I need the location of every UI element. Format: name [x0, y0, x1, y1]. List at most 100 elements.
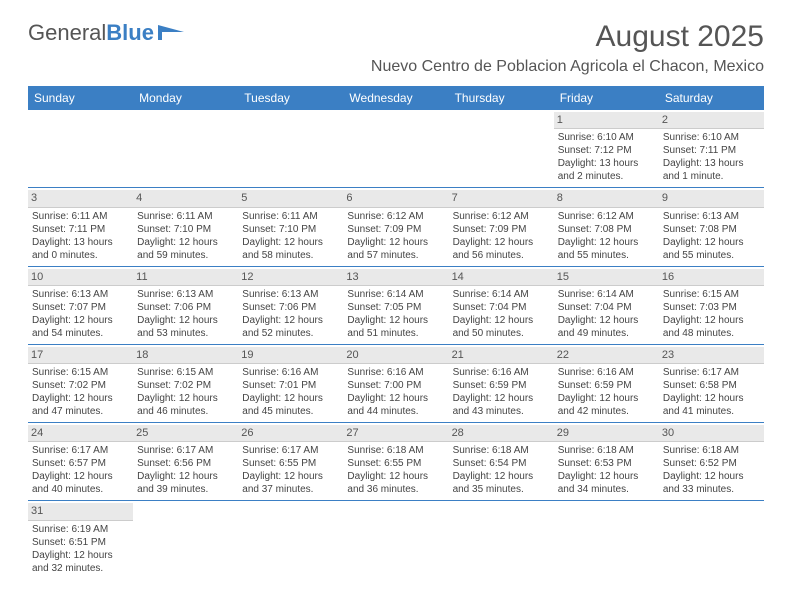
sunrise-text: Sunrise: 6:13 AM [137, 288, 234, 301]
day-number: 7 [449, 190, 554, 207]
day-number: 2 [659, 112, 764, 129]
sunrise-text: Sunrise: 6:10 AM [663, 131, 760, 144]
day-cell: 13Sunrise: 6:14 AMSunset: 7:05 PMDayligh… [343, 267, 448, 344]
empty-cell [28, 110, 133, 187]
week-row: 3Sunrise: 6:11 AMSunset: 7:11 PMDaylight… [28, 188, 764, 266]
daylight-text: Daylight: 12 hours [32, 314, 129, 327]
day-cell: 28Sunrise: 6:18 AMSunset: 6:54 PMDayligh… [449, 423, 554, 500]
day-cell: 22Sunrise: 6:16 AMSunset: 6:59 PMDayligh… [554, 345, 659, 422]
daylight-text: and 59 minutes. [137, 249, 234, 262]
sunset-text: Sunset: 7:12 PM [558, 144, 655, 157]
sunrise-text: Sunrise: 6:17 AM [32, 444, 129, 457]
daylight-text: and 35 minutes. [453, 483, 550, 496]
day-cell: 7Sunrise: 6:12 AMSunset: 7:09 PMDaylight… [449, 188, 554, 265]
sunset-text: Sunset: 7:11 PM [663, 144, 760, 157]
day-number: 14 [449, 269, 554, 286]
empty-cell [449, 501, 554, 578]
sunset-text: Sunset: 7:06 PM [242, 301, 339, 314]
sunset-text: Sunset: 6:55 PM [347, 457, 444, 470]
day-cell: 3Sunrise: 6:11 AMSunset: 7:11 PMDaylight… [28, 188, 133, 265]
day-cell: 23Sunrise: 6:17 AMSunset: 6:58 PMDayligh… [659, 345, 764, 422]
day-cell: 29Sunrise: 6:18 AMSunset: 6:53 PMDayligh… [554, 423, 659, 500]
title-block: August 2025 Nuevo Centro de Poblacion Ag… [371, 20, 764, 76]
day-header: Saturday [659, 86, 764, 110]
sunset-text: Sunset: 6:58 PM [663, 379, 760, 392]
daylight-text: and 44 minutes. [347, 405, 444, 418]
sunrise-text: Sunrise: 6:18 AM [347, 444, 444, 457]
sunset-text: Sunset: 7:10 PM [137, 223, 234, 236]
sunrise-text: Sunrise: 6:13 AM [242, 288, 339, 301]
day-number: 22 [554, 347, 659, 364]
sunrise-text: Sunrise: 6:14 AM [453, 288, 550, 301]
sunrise-text: Sunrise: 6:12 AM [347, 210, 444, 223]
sunrise-text: Sunrise: 6:18 AM [558, 444, 655, 457]
sunrise-text: Sunrise: 6:10 AM [558, 131, 655, 144]
sunset-text: Sunset: 7:01 PM [242, 379, 339, 392]
daylight-text: Daylight: 12 hours [347, 392, 444, 405]
daylight-text: Daylight: 12 hours [32, 549, 129, 562]
day-number: 12 [238, 269, 343, 286]
day-cell: 30Sunrise: 6:18 AMSunset: 6:52 PMDayligh… [659, 423, 764, 500]
week-row: 31Sunrise: 6:19 AMSunset: 6:51 PMDayligh… [28, 501, 764, 578]
day-header: Sunday [28, 86, 133, 110]
day-cell: 16Sunrise: 6:15 AMSunset: 7:03 PMDayligh… [659, 267, 764, 344]
day-number: 4 [133, 190, 238, 207]
daylight-text: Daylight: 12 hours [558, 392, 655, 405]
day-number: 28 [449, 425, 554, 442]
sunset-text: Sunset: 7:10 PM [242, 223, 339, 236]
sunrise-text: Sunrise: 6:17 AM [242, 444, 339, 457]
sunset-text: Sunset: 7:09 PM [453, 223, 550, 236]
calendar: Sunday Monday Tuesday Wednesday Thursday… [28, 86, 764, 579]
sunrise-text: Sunrise: 6:18 AM [663, 444, 760, 457]
day-cell: 12Sunrise: 6:13 AMSunset: 7:06 PMDayligh… [238, 267, 343, 344]
day-number: 18 [133, 347, 238, 364]
sunrise-text: Sunrise: 6:15 AM [137, 366, 234, 379]
daylight-text: and 40 minutes. [32, 483, 129, 496]
sunrise-text: Sunrise: 6:17 AM [663, 366, 760, 379]
sunrise-text: Sunrise: 6:18 AM [453, 444, 550, 457]
day-header: Friday [554, 86, 659, 110]
daylight-text: Daylight: 12 hours [558, 470, 655, 483]
sunrise-text: Sunrise: 6:16 AM [453, 366, 550, 379]
sunset-text: Sunset: 6:57 PM [32, 457, 129, 470]
daylight-text: and 55 minutes. [663, 249, 760, 262]
daylight-text: Daylight: 13 hours [32, 236, 129, 249]
daylight-text: Daylight: 12 hours [663, 236, 760, 249]
day-cell: 15Sunrise: 6:14 AMSunset: 7:04 PMDayligh… [554, 267, 659, 344]
day-cell: 18Sunrise: 6:15 AMSunset: 7:02 PMDayligh… [133, 345, 238, 422]
day-number: 3 [28, 190, 133, 207]
sunrise-text: Sunrise: 6:13 AM [32, 288, 129, 301]
daylight-text: Daylight: 12 hours [558, 314, 655, 327]
empty-cell [133, 110, 238, 187]
flag-icon [158, 20, 186, 46]
day-cell: 5Sunrise: 6:11 AMSunset: 7:10 PMDaylight… [238, 188, 343, 265]
sunset-text: Sunset: 7:07 PM [32, 301, 129, 314]
daylight-text: Daylight: 12 hours [347, 470, 444, 483]
day-cell: 20Sunrise: 6:16 AMSunset: 7:00 PMDayligh… [343, 345, 448, 422]
empty-cell [554, 501, 659, 578]
daylight-text: and 51 minutes. [347, 327, 444, 340]
sunset-text: Sunset: 7:05 PM [347, 301, 444, 314]
day-number: 25 [133, 425, 238, 442]
day-cell: 1Sunrise: 6:10 AMSunset: 7:12 PMDaylight… [554, 110, 659, 187]
daylight-text: Daylight: 12 hours [32, 392, 129, 405]
daylight-text: and 37 minutes. [242, 483, 339, 496]
day-number: 26 [238, 425, 343, 442]
daylight-text: and 33 minutes. [663, 483, 760, 496]
daylight-text: and 42 minutes. [558, 405, 655, 418]
day-number: 24 [28, 425, 133, 442]
day-number: 17 [28, 347, 133, 364]
daylight-text: and 1 minute. [663, 170, 760, 183]
daylight-text: and 34 minutes. [558, 483, 655, 496]
daylight-text: and 46 minutes. [137, 405, 234, 418]
daylight-text: and 43 minutes. [453, 405, 550, 418]
day-number: 13 [343, 269, 448, 286]
daylight-text: and 41 minutes. [663, 405, 760, 418]
daylight-text: and 39 minutes. [137, 483, 234, 496]
daylight-text: Daylight: 13 hours [558, 157, 655, 170]
week-row: 24Sunrise: 6:17 AMSunset: 6:57 PMDayligh… [28, 423, 764, 501]
daylight-text: Daylight: 12 hours [32, 470, 129, 483]
day-number: 11 [133, 269, 238, 286]
header: GeneralBlue August 2025 Nuevo Centro de … [28, 20, 764, 76]
week-row: 17Sunrise: 6:15 AMSunset: 7:02 PMDayligh… [28, 345, 764, 423]
